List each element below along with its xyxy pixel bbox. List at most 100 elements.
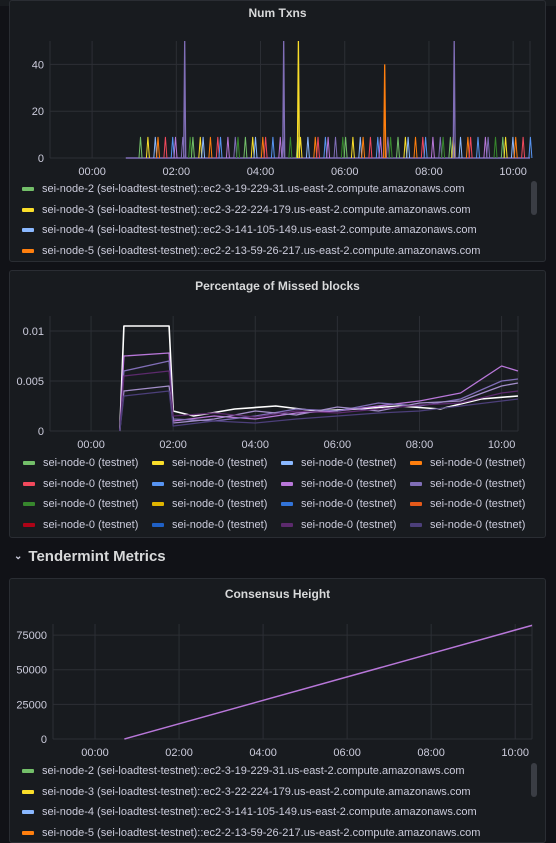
- legend-item[interactable]: sei-node-5 (sei-loadtest-testnet)::ec2-2…: [22, 241, 480, 261]
- small-spike: [465, 136, 470, 159]
- series-line: [124, 624, 533, 740]
- legend-item[interactable]: sei-node-0 (testnet): [23, 453, 152, 474]
- legend-label: sei-node-0 (testnet): [43, 498, 139, 511]
- legend-swatch: [410, 481, 422, 486]
- small-spike: [375, 136, 380, 159]
- small-spike: [368, 136, 373, 159]
- y-tick-label: 75000: [16, 630, 47, 642]
- consensus-height-legend: sei-node-2 (sei-loadtest-testnet)::ec2-3…: [22, 761, 480, 842]
- legend-item[interactable]: sei-node-0 (testnet): [281, 453, 410, 474]
- legend-item[interactable]: sei-node-0 (testnet): [410, 474, 535, 495]
- legend-item[interactable]: sei-node-0 (testnet): [23, 515, 152, 536]
- small-spike: [406, 136, 411, 159]
- num-txns-chart: 00:00 02:00 04:00 06:00 08:00 10:00 0 20 40: [32, 40, 533, 176]
- tendermint-metrics-row[interactable]: ⌄ Tendermint Metrics: [14, 546, 166, 566]
- small-spike: [510, 136, 515, 159]
- legend-item[interactable]: sei-node-4 (sei-loadtest-testnet)::ec2-3…: [22, 802, 480, 823]
- legend-swatch: [281, 502, 293, 507]
- small-spike: [250, 136, 255, 159]
- legend-swatch: [23, 461, 35, 466]
- legend-item[interactable]: sei-node-0 (testnet): [152, 453, 281, 474]
- legend-item[interactable]: sei-node-0 (testnet): [281, 474, 410, 495]
- legend-item[interactable]: sei-node-0 (testnet): [410, 494, 535, 515]
- legend-label: sei-node-0 (testnet): [43, 477, 139, 490]
- small-spike: [215, 136, 220, 159]
- small-spike: [156, 136, 160, 159]
- small-spike: [253, 136, 258, 159]
- legend-item[interactable]: sei-node-0 (testnet): [281, 515, 410, 536]
- x-tick-label: 06:00: [324, 439, 352, 451]
- legend-label: sei-node-0 (testnet): [430, 457, 526, 470]
- legend-swatch: [22, 769, 34, 774]
- small-spike: [361, 136, 366, 159]
- legend-label: sei-node-4 (sei-loadtest-testnet)::ec2-3…: [42, 806, 477, 819]
- legend-label: sei-node-0 (testnet): [172, 498, 268, 511]
- legend-swatch: [22, 207, 34, 212]
- x-tick-label: 04:00: [247, 166, 275, 176]
- small-spike: [208, 136, 213, 159]
- legend-swatch: [22, 249, 34, 254]
- small-spike: [145, 136, 150, 159]
- small-spike: [343, 136, 348, 159]
- legend-item[interactable]: sei-node-0 (testnet): [281, 494, 410, 515]
- legend-item[interactable]: sei-node-0 (testnet): [23, 494, 152, 515]
- x-tick-label: 00:00: [77, 439, 105, 451]
- small-spike: [388, 136, 393, 159]
- y-tick-label: 50000: [16, 665, 47, 677]
- legend-item[interactable]: sei-node-0 (testnet): [152, 515, 281, 536]
- legend-scrollbar[interactable]: [531, 181, 537, 215]
- small-spike: [201, 136, 206, 159]
- x-tick-label: 02:00: [165, 747, 193, 759]
- x-tick-label: 08:00: [415, 166, 443, 176]
- small-spike: [500, 136, 505, 159]
- y-tick-label: 0: [41, 734, 47, 746]
- legend-swatch: [23, 481, 35, 486]
- small-spike: [420, 136, 425, 159]
- small-spike: [423, 136, 428, 159]
- legend-item[interactable]: sei-node-2 (sei-loadtest-testnet)::ec2-3…: [22, 179, 480, 200]
- y-tick-label: 25000: [16, 699, 47, 711]
- legend-item[interactable]: sei-node-2 (sei-loadtest-testnet)::ec2-3…: [22, 761, 480, 782]
- x-tick-label: 04:00: [249, 747, 277, 759]
- y-tick-label: 0.005: [16, 376, 44, 388]
- legend-item[interactable]: sei-node-5 (sei-loadtest-testnet)::ec2-2…: [22, 823, 480, 842]
- small-spike: [313, 136, 318, 159]
- legend-label: sei-node-0 (testnet): [43, 518, 139, 531]
- legend-item[interactable]: sei-node-0 (testnet): [152, 474, 281, 495]
- legend-swatch: [410, 461, 422, 466]
- small-spike: [288, 136, 293, 159]
- consensus-height-chart: 00:00 02:00 04:00 06:00 08:00 10:00 0 25000 5000…: [16, 624, 533, 759]
- small-spike: [385, 136, 390, 159]
- missed-blocks-panel: Percentage of Missed blocks 00:00 02:00 04…: [9, 270, 546, 538]
- small-spike: [378, 136, 383, 159]
- legend-swatch: [22, 789, 34, 794]
- legend-scrollbar[interactable]: [531, 763, 537, 797]
- small-spike: [326, 136, 331, 159]
- x-tick-label: 10:00: [499, 166, 527, 176]
- legend-item[interactable]: sei-node-0 (testnet): [410, 515, 535, 536]
- legend-item[interactable]: sei-node-0 (testnet): [23, 474, 152, 495]
- num-txns-legend: sei-node-2 (sei-loadtest-testnet)::ec2-3…: [22, 179, 480, 261]
- small-spike: [358, 136, 363, 159]
- legend-item[interactable]: sei-node-0 (testnet): [410, 453, 535, 474]
- small-spike: [236, 136, 240, 159]
- small-spike: [483, 136, 488, 159]
- legend-label: sei-node-0 (testnet): [430, 518, 526, 531]
- spike-mark: [282, 40, 286, 159]
- series-line: [119, 390, 519, 432]
- small-spike: [340, 136, 345, 159]
- legend-item[interactable]: sei-node-4 (sei-loadtest-testnet)::ec2-3…: [22, 220, 480, 241]
- y-tick-label: 0: [38, 153, 44, 165]
- small-spike: [305, 136, 310, 159]
- series-line: [119, 382, 519, 432]
- legend-item[interactable]: sei-node-3 (sei-loadtest-testnet)::ec2-3…: [22, 782, 480, 803]
- small-spike: [173, 136, 178, 159]
- x-tick-label: 10:00: [488, 439, 516, 451]
- small-spike: [438, 136, 443, 159]
- legend-swatch: [410, 502, 422, 507]
- small-spike: [198, 136, 203, 159]
- legend-item[interactable]: sei-node-0 (testnet): [152, 494, 281, 515]
- legend-label: sei-node-0 (testnet): [172, 457, 268, 470]
- legend-label: sei-node-3 (sei-loadtest-testnet)::ec2-3…: [42, 785, 471, 798]
- legend-item[interactable]: sei-node-3 (sei-loadtest-testnet)::ec2-3…: [22, 200, 480, 221]
